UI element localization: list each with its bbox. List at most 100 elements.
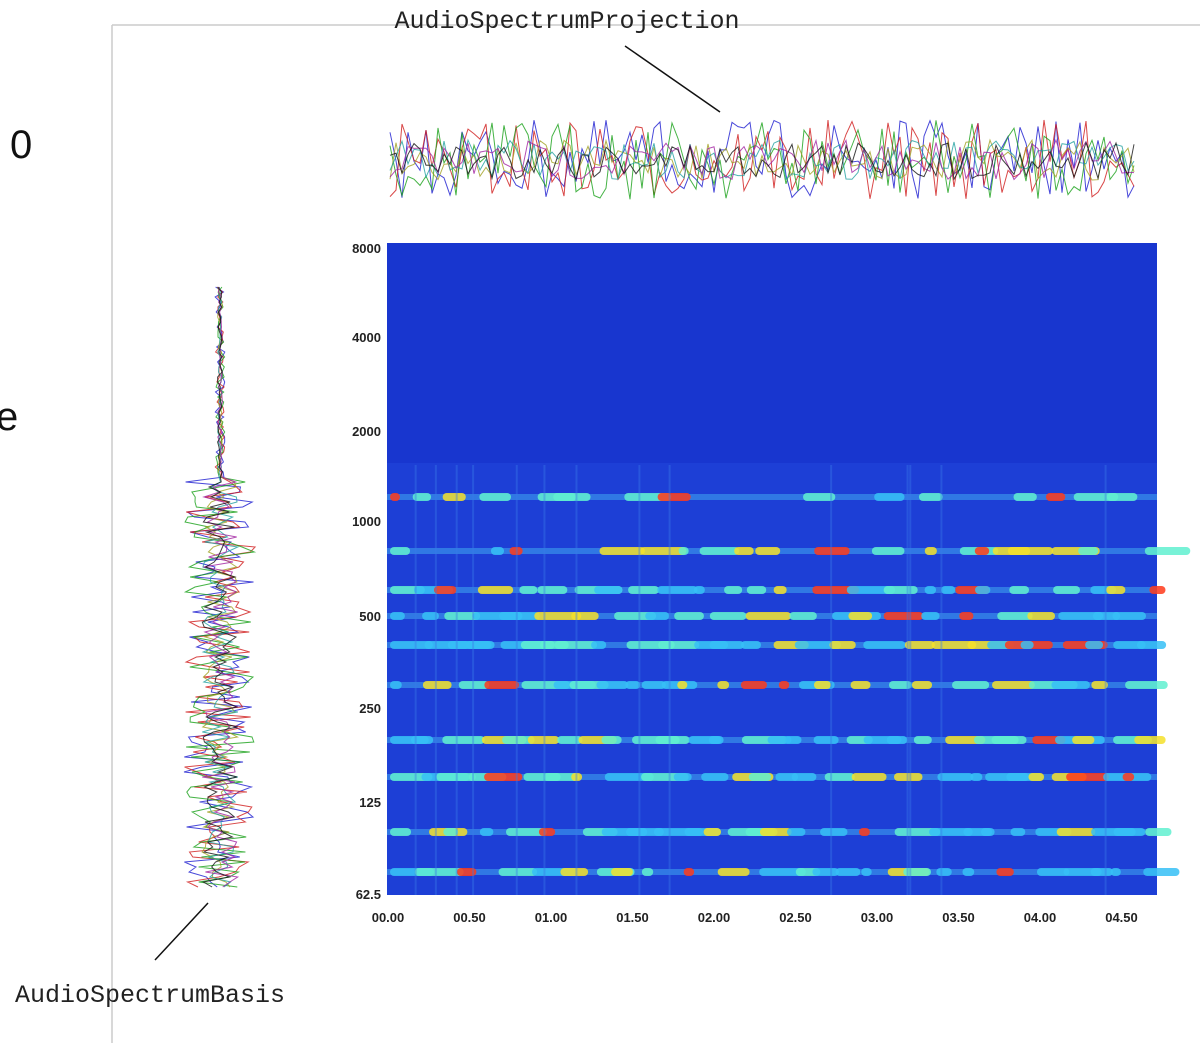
blob [883, 586, 918, 594]
projection-curves [389, 119, 1135, 200]
blob [888, 681, 912, 689]
blob [641, 681, 666, 689]
blob [940, 586, 956, 594]
blob [422, 681, 452, 689]
blob [641, 868, 654, 876]
blob [490, 547, 505, 555]
blob [544, 773, 580, 781]
blob [498, 868, 538, 876]
blob [1036, 868, 1070, 876]
x-tick-label: 03.00 [861, 910, 894, 925]
blob [604, 773, 654, 781]
blob [992, 681, 1035, 689]
blob [824, 773, 855, 781]
blob [829, 641, 856, 649]
blob [755, 547, 781, 555]
blob [527, 736, 560, 744]
blob [740, 641, 762, 649]
blob [1027, 612, 1056, 620]
blob [703, 828, 721, 836]
blob [894, 828, 941, 836]
blob [701, 773, 729, 781]
blob [458, 681, 490, 689]
blob [1106, 493, 1138, 501]
blob [673, 773, 692, 781]
blob [699, 547, 740, 555]
blob [1072, 736, 1095, 744]
blob [937, 773, 974, 781]
vline [543, 465, 546, 895]
blob [759, 828, 792, 836]
blob [759, 868, 806, 876]
blob [596, 681, 629, 689]
blob [812, 868, 839, 876]
basis-label: AudioSpectrumBasis [15, 981, 285, 1010]
vline [434, 465, 437, 895]
y-tick-label: 250 [359, 701, 381, 716]
blob [1136, 641, 1167, 649]
blob [560, 868, 589, 876]
vline [515, 465, 518, 895]
blob [794, 641, 841, 649]
blob [708, 736, 724, 744]
blob [657, 493, 691, 501]
blob [997, 612, 1033, 620]
blob [996, 868, 1014, 876]
x-tick-label: 01.00 [535, 910, 568, 925]
blob [1028, 773, 1045, 781]
vline [1104, 465, 1107, 895]
blob [813, 736, 839, 744]
blob [422, 612, 439, 620]
blob [709, 612, 747, 620]
band [387, 494, 1157, 500]
blob [786, 828, 806, 836]
blob [390, 641, 433, 649]
blob [1085, 641, 1104, 649]
vline [668, 465, 671, 895]
blob [1143, 868, 1180, 876]
blob [1145, 828, 1172, 836]
blob [970, 773, 983, 781]
blob [911, 681, 933, 689]
blob [434, 586, 457, 594]
blob [981, 828, 995, 836]
blob [509, 547, 523, 555]
vline [909, 465, 912, 895]
x-tick-label: 03.50 [942, 910, 975, 925]
blob [502, 736, 535, 744]
x-tick-label: 02.50 [779, 910, 812, 925]
blob [975, 586, 991, 594]
blob [436, 773, 476, 781]
blob [1013, 493, 1037, 501]
blob [717, 868, 750, 876]
blob [640, 547, 687, 555]
blob [1007, 547, 1054, 555]
leader-line [154, 902, 209, 961]
blob [918, 493, 943, 501]
blob [778, 681, 790, 689]
blob [1009, 586, 1030, 594]
blob [626, 828, 664, 836]
blob [410, 736, 429, 744]
vline [940, 465, 943, 895]
blob [859, 828, 870, 836]
blob [767, 736, 792, 744]
blob [390, 547, 411, 555]
blob [1112, 612, 1147, 620]
blob [390, 828, 412, 836]
vline [414, 465, 417, 895]
blob [465, 641, 492, 649]
blob [936, 868, 952, 876]
y-tick-label: 500 [359, 609, 381, 624]
projection-label: AudioSpectrumProjection [394, 7, 739, 36]
blob [414, 868, 464, 876]
blob [789, 612, 817, 620]
blob [645, 612, 670, 620]
blob [443, 828, 458, 836]
vline [906, 465, 909, 895]
blob [1125, 681, 1168, 689]
blob [991, 736, 1027, 744]
projection-curve [389, 138, 1135, 181]
blob [1106, 586, 1126, 594]
blob [442, 736, 485, 744]
